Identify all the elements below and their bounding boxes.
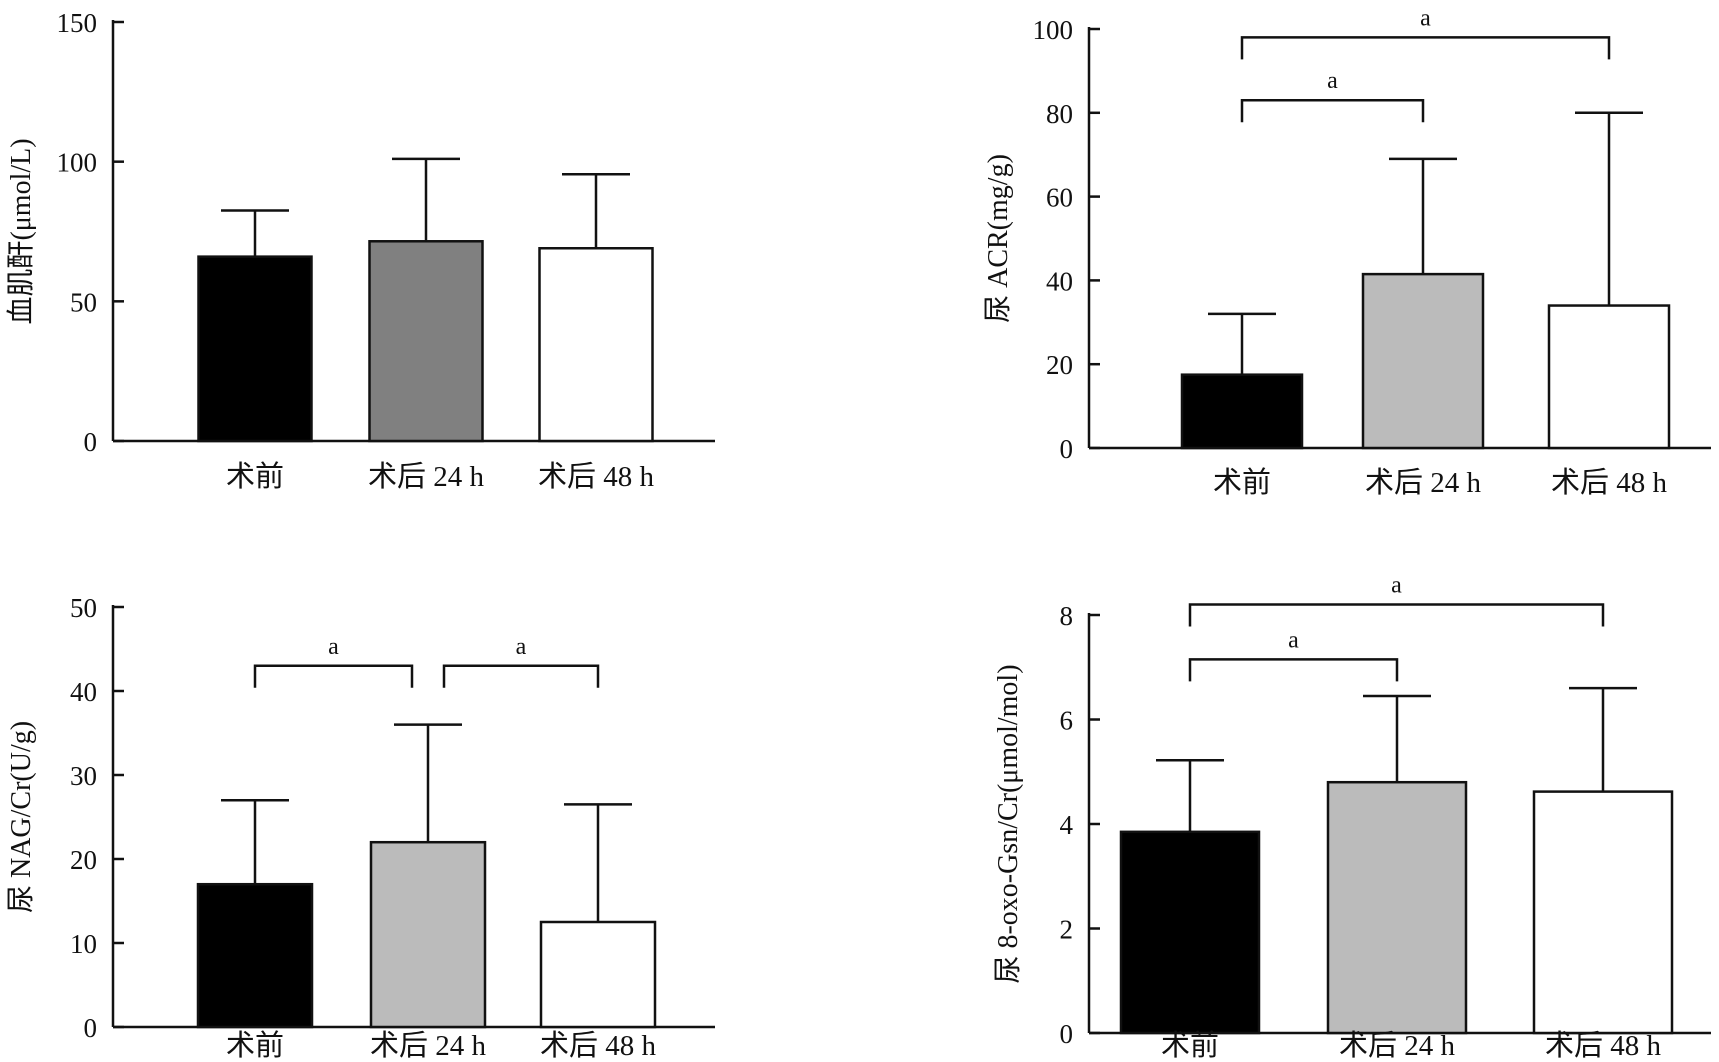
y-tick-label: 100 [57, 148, 98, 178]
bar-2 [1361, 272, 1485, 450]
category-label: 术后 24 h [1339, 1029, 1456, 1062]
chart-panel-2: 0 20 40 60 80 100 尿 ACR(mg/g) 术前 术后 24 h 术后 48 h a… [983, 5, 1711, 499]
bar-2 [368, 240, 484, 443]
y-tick-label: 2 [1060, 915, 1074, 945]
bar-1 [1119, 830, 1261, 1035]
bar-3 [539, 920, 657, 1029]
y-tick-label: 0 [84, 427, 98, 457]
significance-label: a [1288, 627, 1299, 653]
significance-label: a [328, 634, 339, 660]
y-tick-label: 150 [57, 8, 98, 38]
category-label: 术后 48 h [538, 460, 655, 493]
y-tick-label: 0 [84, 1013, 98, 1043]
bar-1 [196, 882, 314, 1029]
significance-bracket [1188, 603, 1605, 627]
y-tick-label: 50 [70, 593, 97, 623]
y-tick-label: 40 [70, 677, 97, 707]
y-axis-title: 尿 ACR(mg/g) [983, 154, 1014, 323]
category-label: 术后 48 h [1545, 1029, 1662, 1062]
category-label: 术后 48 h [540, 1029, 657, 1062]
category-label: 术前 [226, 1029, 284, 1062]
significance-bracket [1240, 98, 1425, 123]
y-tick-label: 100 [1033, 15, 1074, 45]
category-label: 术后 24 h [370, 1029, 487, 1062]
y-tick-label: 30 [70, 761, 97, 791]
y-tick-label: 20 [70, 845, 97, 875]
significance-bracket [253, 664, 414, 688]
category-label: 术后 24 h [368, 460, 485, 493]
y-tick-label: 40 [1046, 266, 1073, 296]
chart-panel-3: 0 10 20 30 40 50 尿 NAG/Cr(U/g) 术前 术后 24 h 术后 48 h… [6, 593, 715, 1062]
chart-panel-1: 0 50 100 150 血肌酐(μmol/L) 术前 术后 24 h 术后 48 h [5, 8, 715, 493]
significance-label: a [1391, 573, 1402, 599]
bar-3 [1532, 790, 1674, 1035]
y-tick-label: 60 [1046, 183, 1073, 213]
y-tick-label: 50 [70, 287, 97, 317]
y-axis-title: 血肌酐(μmol/L) [5, 138, 37, 324]
bar-2 [369, 840, 487, 1029]
bar-2 [1326, 780, 1468, 1035]
category-label: 术后 24 h [1365, 466, 1482, 499]
bar-3 [538, 247, 654, 443]
y-tick-label: 80 [1046, 99, 1073, 129]
significance-bracket [1188, 658, 1399, 682]
significance-label: a [516, 634, 527, 660]
significance-bracket [1240, 36, 1611, 60]
category-label: 术前 [1161, 1029, 1219, 1062]
y-tick-label: 8 [1060, 601, 1074, 631]
y-tick-label: 4 [1060, 810, 1074, 840]
y-tick-label: 0 [1060, 434, 1074, 464]
y-tick-label: 6 [1060, 706, 1074, 736]
y-tick-label: 20 [1046, 350, 1073, 380]
chart-panel-4: 0 2 4 6 8 尿 8-oxo-Gsn/Cr(μmol/mol) 术前 术后 24 h 术后… [993, 573, 1711, 1062]
significance-label: a [1420, 5, 1431, 31]
bar-1 [197, 255, 313, 443]
y-axis-title: 尿 8-oxo-Gsn/Cr(μmol/mol) [993, 664, 1024, 983]
y-axis-title: 尿 NAG/Cr(U/g) [6, 721, 37, 913]
significance-bracket [442, 664, 600, 688]
y-tick-label: 10 [70, 929, 97, 959]
y-tick-label: 0 [1060, 1019, 1074, 1049]
bar-3 [1547, 304, 1671, 450]
bar-1 [1180, 373, 1304, 450]
category-label: 术后 48 h [1551, 466, 1668, 499]
category-label: 术前 [226, 460, 284, 493]
significance-label: a [1327, 68, 1338, 94]
category-label: 术前 [1213, 466, 1271, 499]
